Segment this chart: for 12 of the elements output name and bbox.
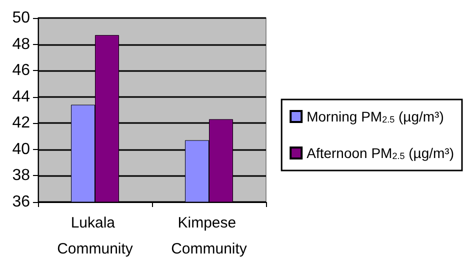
y-tick-label: 50 <box>12 10 30 26</box>
y-tick-label: 36 <box>12 194 30 210</box>
y-tick-label: 38 <box>12 167 30 184</box>
x-tick-label: Lukala Community <box>57 214 134 258</box>
y-tick-label: 40 <box>12 140 30 158</box>
legend-label: Morning PM2.5 (µg/m³) <box>306 108 444 124</box>
y-tick-label: 44 <box>12 88 30 106</box>
legend-label: Afternoon PM2.5 (µg/m³) <box>306 145 454 161</box>
y-tick-label: 48 <box>12 36 30 53</box>
x-tick-label: Kimpese Community <box>171 214 248 258</box>
y-tick-label: 46 <box>12 62 30 80</box>
y-tick-label: 42 <box>12 114 30 132</box>
